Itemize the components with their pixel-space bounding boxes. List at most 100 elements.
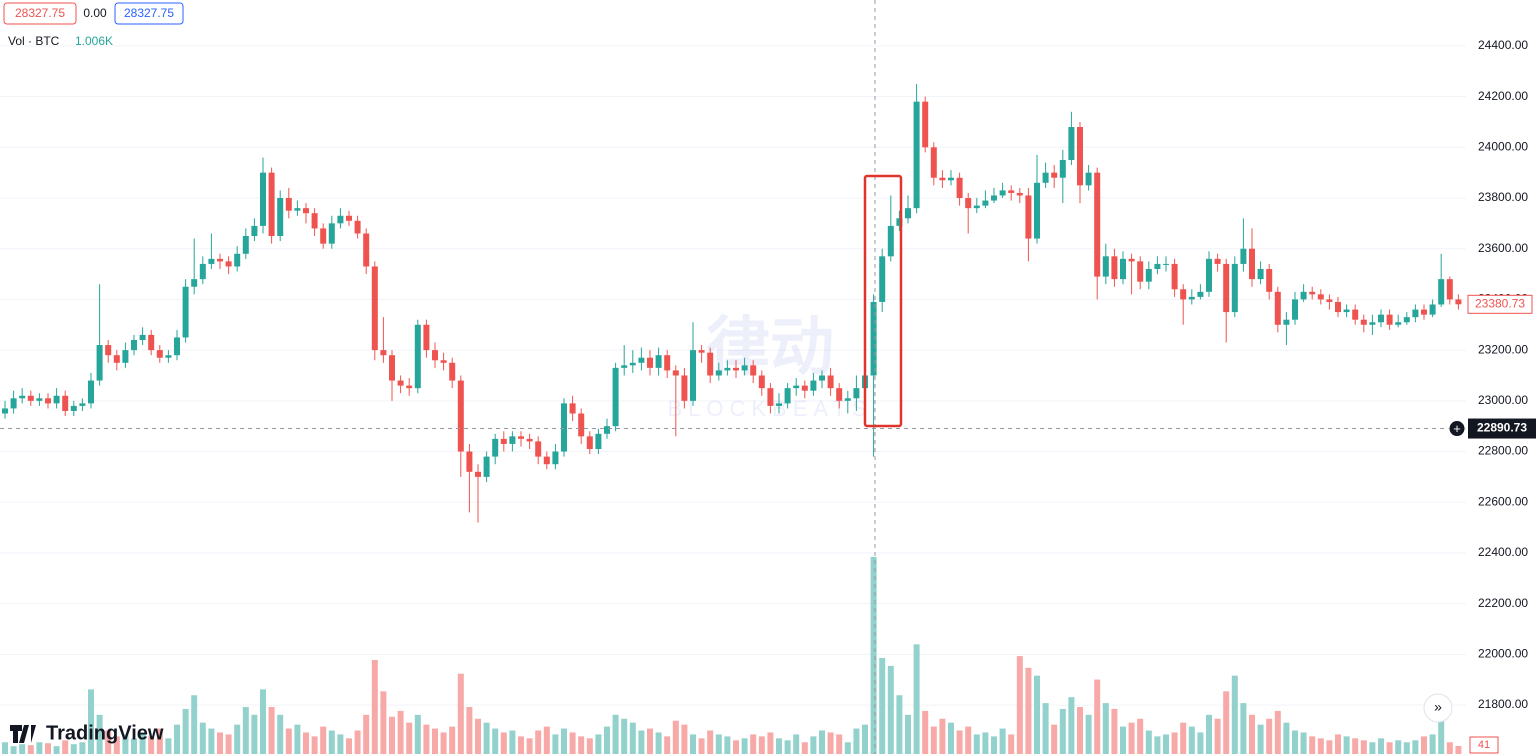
candle-body <box>1025 195 1032 239</box>
candle-body <box>586 436 593 450</box>
volume-bar <box>948 722 954 754</box>
candle-body <box>346 215 352 221</box>
volume-bar <box>328 730 335 754</box>
volume-bar <box>578 736 585 754</box>
volume-bar <box>1309 736 1316 754</box>
candle-body <box>1154 263 1161 269</box>
volume-bar <box>1283 722 1290 754</box>
volume-bar <box>1171 732 1178 754</box>
y-tick-label: 22800.00 <box>1478 444 1528 458</box>
add-button[interactable] <box>1448 420 1466 438</box>
candle-body <box>905 208 911 219</box>
volume-bar <box>1300 732 1307 754</box>
candle-body <box>105 345 112 356</box>
candle-body <box>887 225 894 257</box>
candle-body <box>1412 309 1419 318</box>
volume-bar <box>19 744 26 754</box>
volume-bar <box>432 728 438 754</box>
scroll-icon[interactable]: » <box>1434 699 1442 715</box>
volume-bar <box>199 722 206 754</box>
scroll-button[interactable] <box>1423 693 1453 723</box>
candle-body <box>260 172 266 226</box>
candle-body <box>1008 190 1015 193</box>
candle-body <box>294 208 301 211</box>
last-volume-label: 41 <box>1478 739 1490 751</box>
logo: TradingView <box>10 722 164 744</box>
candle-body <box>870 301 877 376</box>
volume-bar <box>122 734 129 754</box>
candle-body <box>836 388 843 401</box>
candle-body <box>801 385 808 391</box>
volume-bar <box>1042 703 1049 754</box>
candle-body <box>389 355 395 381</box>
volume-bar <box>96 714 103 754</box>
candle-body <box>561 403 567 452</box>
volume-bar <box>389 716 395 754</box>
candle-body <box>672 370 679 376</box>
candle-body <box>380 350 387 356</box>
candle-body <box>1077 127 1083 186</box>
volume-bar <box>509 730 516 754</box>
candle-body <box>70 405 77 411</box>
volume-bar <box>698 738 705 754</box>
candle-body <box>1016 192 1023 196</box>
candle-body <box>19 395 26 399</box>
candle-body <box>53 395 60 404</box>
volume-bar <box>1274 710 1281 754</box>
volume-bar <box>1360 740 1367 754</box>
volume-bar <box>371 659 378 754</box>
volume-bar <box>165 738 172 754</box>
candle-body <box>698 350 705 353</box>
volume-bar <box>1412 740 1419 754</box>
candle-body <box>156 350 163 358</box>
y-tick-label: 23200.00 <box>1478 342 1528 356</box>
y-tick-label: 22600.00 <box>1478 494 1528 508</box>
volume-bar <box>681 724 688 754</box>
candle-body <box>96 345 103 381</box>
volume-bar <box>1223 691 1230 754</box>
volume-bar <box>1369 742 1376 754</box>
candle-body <box>1034 182 1040 239</box>
candle-body <box>414 324 421 389</box>
volume-bar <box>819 730 825 754</box>
volume-bar <box>1395 740 1402 754</box>
candle-body <box>397 380 404 386</box>
candle-body <box>1059 159 1066 178</box>
volume-bar <box>1386 742 1393 754</box>
y-tick-label: 23600.00 <box>1478 241 1528 255</box>
candle-body <box>27 395 34 401</box>
candle-body <box>113 355 120 363</box>
candle-body <box>432 350 438 361</box>
candle-body <box>690 350 696 401</box>
last-price-label: 23380.73 <box>1475 296 1525 310</box>
volume-bar <box>1378 738 1384 754</box>
candle-body <box>844 398 851 401</box>
volume-bar <box>105 730 112 754</box>
candle-body <box>1292 299 1298 320</box>
volume-bar <box>733 740 739 754</box>
volume-bar <box>535 730 542 754</box>
candle-body <box>1188 296 1195 300</box>
volume-bar <box>973 734 980 754</box>
volume-bar <box>1206 714 1212 754</box>
candle-body <box>449 362 456 381</box>
legend-change: 0.00 <box>83 6 107 20</box>
volume-bar <box>131 738 137 754</box>
volume-bar <box>922 710 929 754</box>
volume-bar <box>70 744 77 754</box>
candle-body <box>1240 248 1247 264</box>
candle-body <box>1128 258 1135 262</box>
volume-bar <box>174 724 180 754</box>
candles <box>2 83 1462 523</box>
candle-body <box>1145 268 1152 282</box>
candle-body <box>526 438 533 442</box>
candle-body <box>1171 263 1178 290</box>
candle-body <box>1395 322 1402 325</box>
candle-body <box>879 256 886 302</box>
volume-bar <box>612 714 619 754</box>
volume-bar <box>1292 730 1298 754</box>
candle-body <box>191 279 198 287</box>
candle-body <box>612 367 619 427</box>
candle-body <box>724 367 731 371</box>
candle-body <box>569 403 576 414</box>
